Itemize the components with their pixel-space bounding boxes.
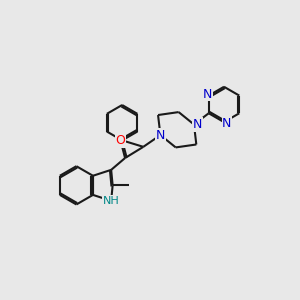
Text: N: N (193, 118, 202, 131)
Text: N: N (202, 88, 212, 100)
Text: NH: NH (103, 196, 119, 206)
Text: O: O (116, 134, 126, 147)
Text: N: N (222, 117, 232, 130)
Text: N: N (156, 129, 165, 142)
